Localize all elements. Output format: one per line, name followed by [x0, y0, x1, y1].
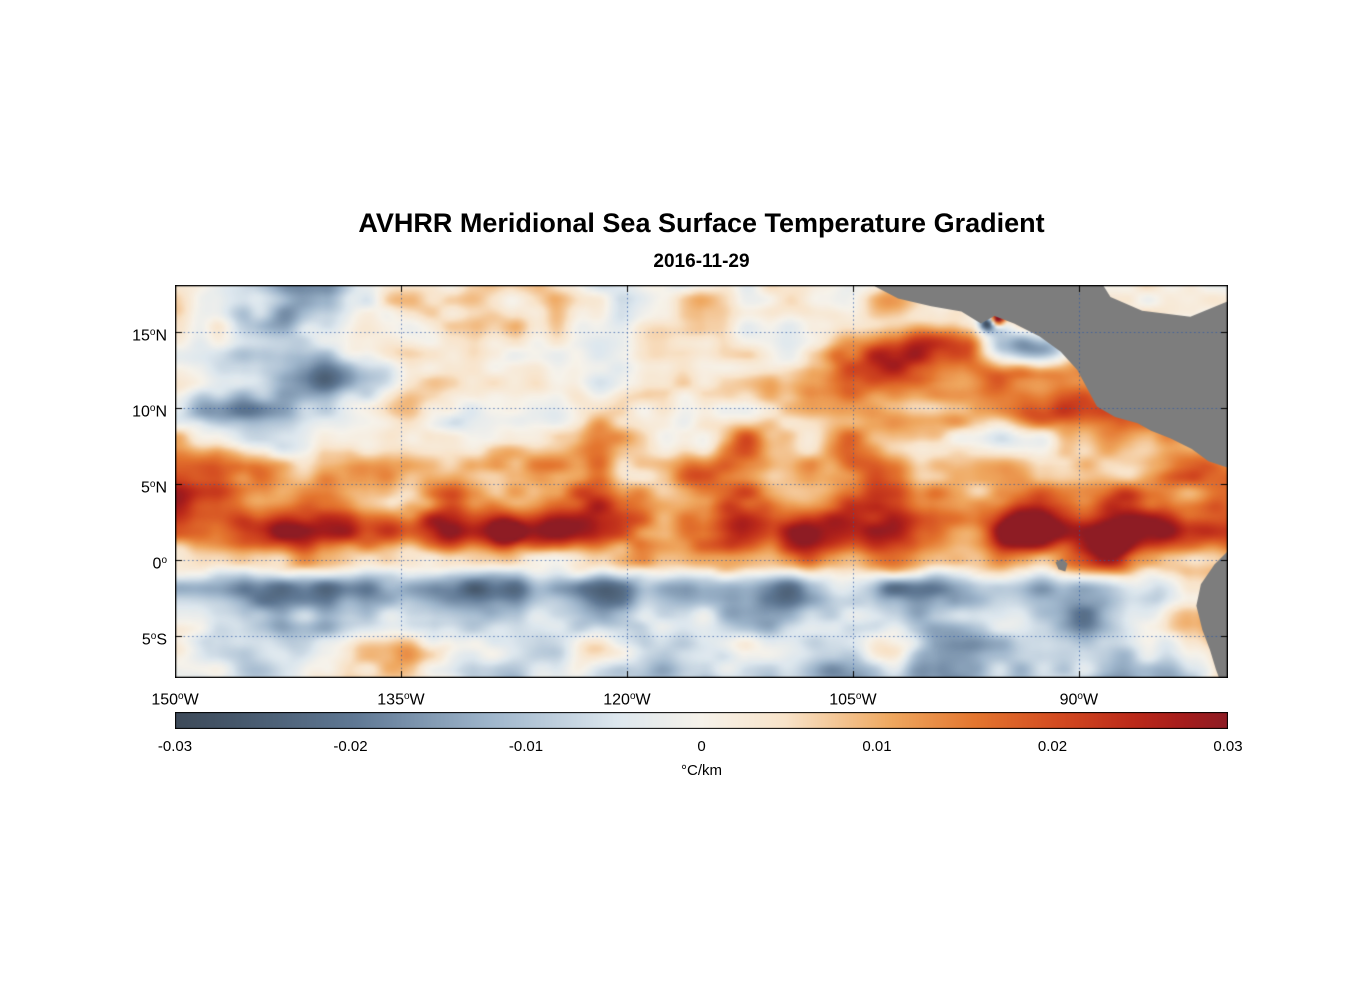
chart-title: AVHRR Meridional Sea Surface Temperature…: [358, 208, 1045, 238]
colorbar: [175, 712, 1228, 729]
colorbar-tick-label: 0.03: [1213, 738, 1243, 755]
colorbar-tick-label: 0.01: [862, 738, 892, 755]
colorbar-label: °C/km: [681, 762, 722, 779]
y-tick-label: 10oN: [132, 402, 167, 421]
x-tick-label: 150oW: [151, 691, 199, 709]
x-tick-label: 105oW: [829, 691, 877, 709]
colorbar-tick-label: 0: [697, 738, 706, 755]
colorbar-tick-label: 0.02: [1037, 738, 1068, 755]
y-tick-label: 15oN: [132, 326, 167, 345]
x-tick-label: 90oW: [1059, 691, 1099, 709]
x-tick-label: 120oW: [603, 691, 651, 709]
chart-subtitle: 2016-11-29: [653, 251, 750, 272]
y-tick-label: 5oN: [140, 479, 167, 497]
colorbar-tick-label: -0.02: [333, 738, 368, 755]
y-tick-label: 5oS: [141, 631, 167, 649]
sst-gradient-map-canvas: [175, 285, 1228, 678]
x-tick-label: 135oW: [377, 691, 425, 709]
y-tick-label: 0o: [152, 555, 167, 573]
colorbar-tick-label: -0.01: [508, 738, 544, 755]
colorbar-tick-label: -0.03: [157, 738, 193, 755]
